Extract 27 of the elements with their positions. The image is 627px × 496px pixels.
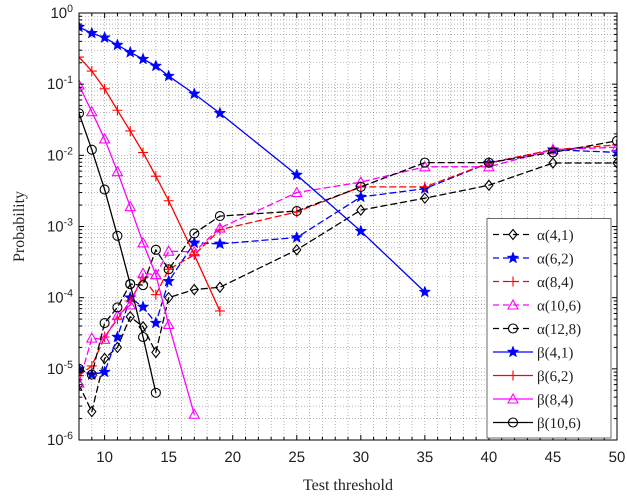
y-tick-label: 10$^{-6}$	[46, 430, 74, 449]
x-tick-label: 10	[96, 449, 113, 466]
x-tick-label: 45	[544, 449, 562, 466]
y-tick-label: 10$^{-4}$	[46, 288, 74, 307]
x-tick-label: 50	[608, 449, 626, 466]
x-tick-label: 35	[416, 449, 434, 466]
legend-label: β(6,2)	[537, 369, 574, 385]
y-tick-label: 10$^{0}$	[50, 3, 74, 22]
legend-label: β(10,6)	[537, 416, 581, 432]
legend-label: β(8,4)	[537, 392, 574, 408]
x-axis-title: Test threshold	[303, 477, 393, 494]
legend-label: α(8,4)	[537, 275, 574, 291]
legend-label: β(4,1)	[537, 346, 574, 362]
y-tick-label: 10$^{-2}$	[46, 145, 74, 164]
legend-label: α(6,2)	[537, 252, 574, 268]
x-tick-label: 30	[352, 449, 370, 466]
x-tick-label: 15	[160, 449, 178, 466]
x-tick-label: 40	[480, 449, 498, 466]
y-tick-label: 10$^{-3}$	[46, 216, 74, 236]
y-tick-label: 10$^{-5}$	[46, 358, 74, 378]
y-axis-title: Probability	[11, 190, 28, 262]
legend-label: α(4,1)	[537, 228, 574, 244]
y-tick-label: 10$^{-1}$	[46, 74, 74, 94]
legend-label: α(10,6)	[537, 298, 582, 314]
x-tick-label: 25	[288, 449, 306, 466]
legend-label: α(12,8)	[537, 322, 582, 338]
x-tick-label: 20	[224, 449, 242, 466]
